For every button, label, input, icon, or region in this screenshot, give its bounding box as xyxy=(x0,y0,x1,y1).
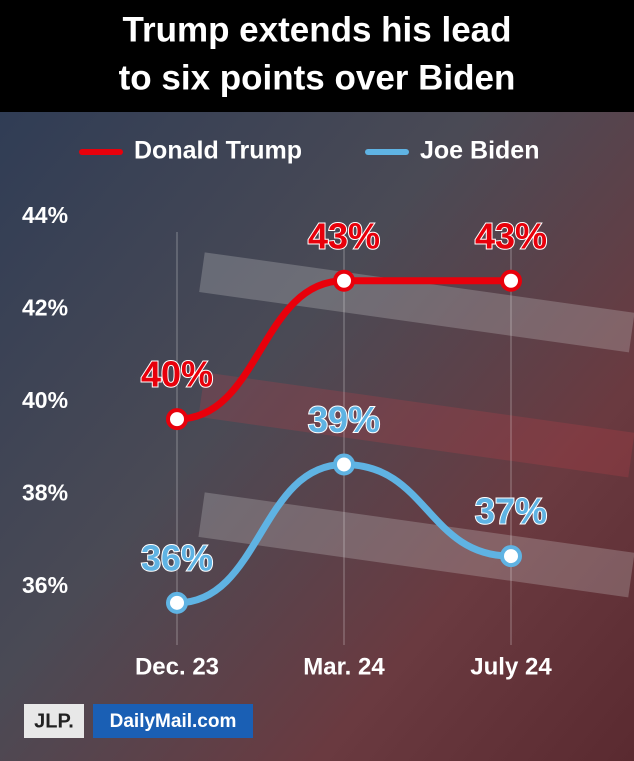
data-label: 36% xyxy=(141,537,213,578)
flag-stripes xyxy=(198,252,634,598)
series-line xyxy=(173,277,515,423)
logo: DailyMail.com xyxy=(110,711,237,732)
legend-label: Donald Trump xyxy=(134,137,302,165)
x-tick-label: July 24 xyxy=(470,653,552,680)
chart-title: to six points over Biden xyxy=(119,58,516,97)
data-point xyxy=(333,453,355,476)
logo-box xyxy=(24,704,84,738)
data-point xyxy=(500,269,522,292)
data-point xyxy=(166,408,188,431)
logo: JLP. xyxy=(34,710,74,732)
logo-box xyxy=(93,704,253,738)
chart-title: Trump extends his lead xyxy=(123,10,512,49)
y-tick-label: 40% xyxy=(22,387,68,413)
data-label: 39% xyxy=(308,399,380,440)
x-tick-label: Dec. 23 xyxy=(135,653,219,680)
data-label: 37% xyxy=(475,491,547,532)
data-label: 40% xyxy=(141,354,213,395)
data-point xyxy=(333,269,355,292)
legend-label: Joe Biden xyxy=(420,137,539,165)
x-tick-label: Mar. 24 xyxy=(303,653,385,680)
data-label: 43% xyxy=(308,215,380,256)
y-tick-label: 38% xyxy=(22,480,68,506)
data-point xyxy=(166,591,188,614)
y-tick-label: 36% xyxy=(22,572,68,598)
y-tick-label: 44% xyxy=(22,202,68,228)
title-band xyxy=(0,0,634,112)
y-tick-label: 42% xyxy=(22,295,68,321)
data-label: 43% xyxy=(475,215,547,256)
data-point xyxy=(500,545,522,568)
